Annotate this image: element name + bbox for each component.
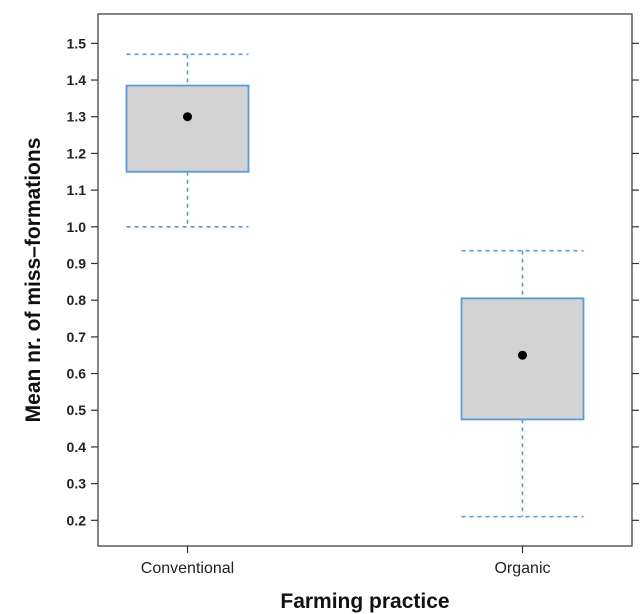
iqr-box — [125, 84, 250, 173]
box-organic — [460, 249, 585, 518]
y-tick-label: 1.2 — [67, 145, 87, 161]
y-tick-label: 1.3 — [67, 109, 87, 125]
plot-frame — [97, 13, 633, 547]
y-tick-label: 0.9 — [67, 255, 87, 271]
y-axis: 0.2 0.3 0.4 0.5 0.6 0.7 0.8 0.9 1.0 1.1 1.2 1.3 1.4 1… — [67, 35, 639, 528]
boxes-group — [125, 53, 585, 518]
y-tick-label: 0.8 — [67, 292, 87, 308]
x-axis: Conventional Organic — [141, 546, 551, 577]
y-tick-label: 0.7 — [67, 329, 87, 345]
y-tick-label: 0.3 — [67, 476, 87, 492]
y-tick-label: 0.5 — [67, 402, 87, 418]
center-point — [183, 112, 192, 122]
y-tick-label: 1.1 — [67, 182, 87, 198]
y-tick-label: 0.2 — [67, 512, 87, 528]
y-tick-label: 0.4 — [67, 439, 87, 455]
x-tick-label: Organic — [494, 560, 550, 577]
y-tick-label: 1.4 — [67, 72, 87, 88]
x-tick-label: Conventional — [141, 560, 234, 577]
box-conventional — [125, 53, 250, 228]
x-axis-title: Farming practice — [280, 590, 449, 613]
y-tick-label: 1.0 — [67, 219, 87, 235]
center-point — [518, 350, 527, 360]
y-axis-title: Mean nr. of miss–formations — [22, 138, 45, 423]
y-tick-label: 1.5 — [67, 35, 87, 51]
y-tick-label: 0.6 — [67, 366, 87, 382]
